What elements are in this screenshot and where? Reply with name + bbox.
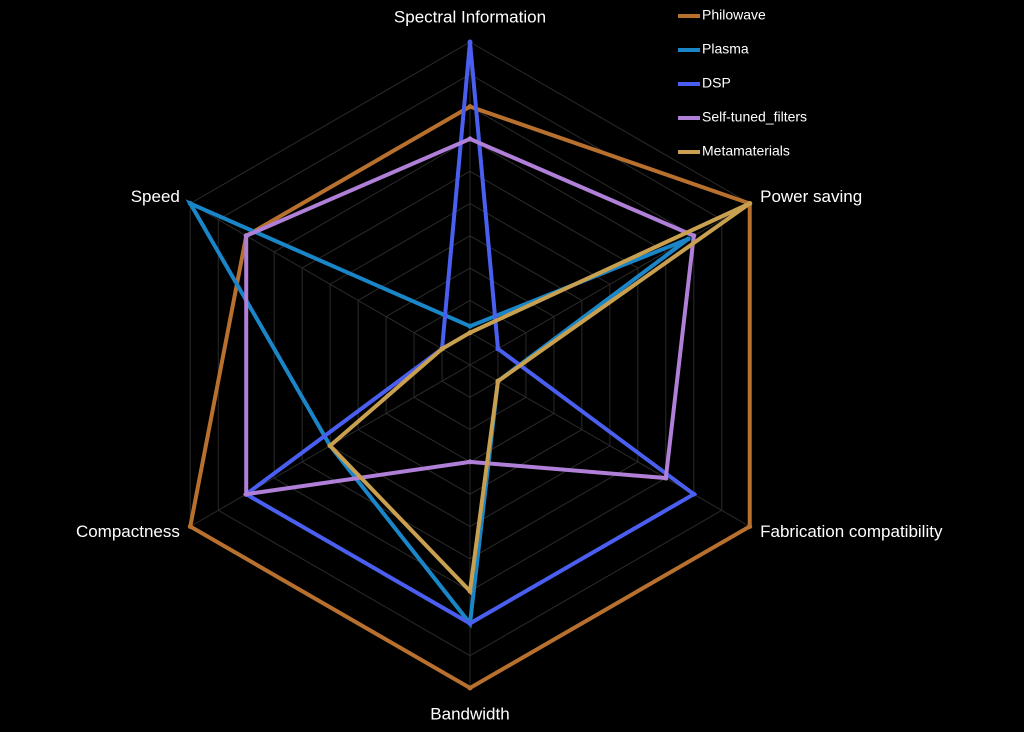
axis-spoke	[190, 203, 471, 366]
data-point	[467, 330, 473, 336]
data-point	[467, 685, 473, 691]
data-point	[467, 136, 473, 142]
data-point	[747, 524, 753, 529]
data-point	[243, 491, 249, 497]
data-point	[243, 233, 249, 239]
data-point	[685, 236, 691, 242]
legend-label: DSP	[702, 75, 731, 91]
axis-spoke	[469, 203, 750, 366]
data-point	[327, 443, 333, 449]
data-point	[467, 620, 473, 626]
data-point	[467, 39, 473, 45]
axis-label: Power saving	[760, 187, 862, 206]
axis-label: Spectral Information	[394, 7, 546, 26]
legend-label: Self-tuned_filters	[702, 109, 807, 125]
data-point	[747, 201, 753, 206]
data-point	[663, 475, 669, 481]
data-point	[691, 233, 697, 239]
data-point	[495, 346, 501, 352]
axis-label: Speed	[131, 187, 180, 206]
data-point	[439, 346, 445, 352]
data-point	[691, 491, 697, 497]
data-point	[467, 323, 473, 329]
data-point	[467, 459, 473, 465]
legend-label: Philowave	[702, 7, 766, 23]
data-point	[495, 378, 501, 384]
axis-label: Bandwidth	[430, 704, 509, 723]
axis-label: Compactness	[76, 522, 180, 541]
series-line	[327, 201, 751, 596]
data-point	[467, 588, 473, 594]
data-point	[187, 524, 193, 529]
axis-label: Fabrication compatibility	[760, 522, 943, 541]
data-point	[187, 201, 193, 206]
legend-label: Plasma	[702, 41, 749, 57]
legend-label: Metamaterials	[702, 143, 790, 159]
data-point	[467, 104, 473, 110]
axis-spoke	[469, 364, 750, 527]
